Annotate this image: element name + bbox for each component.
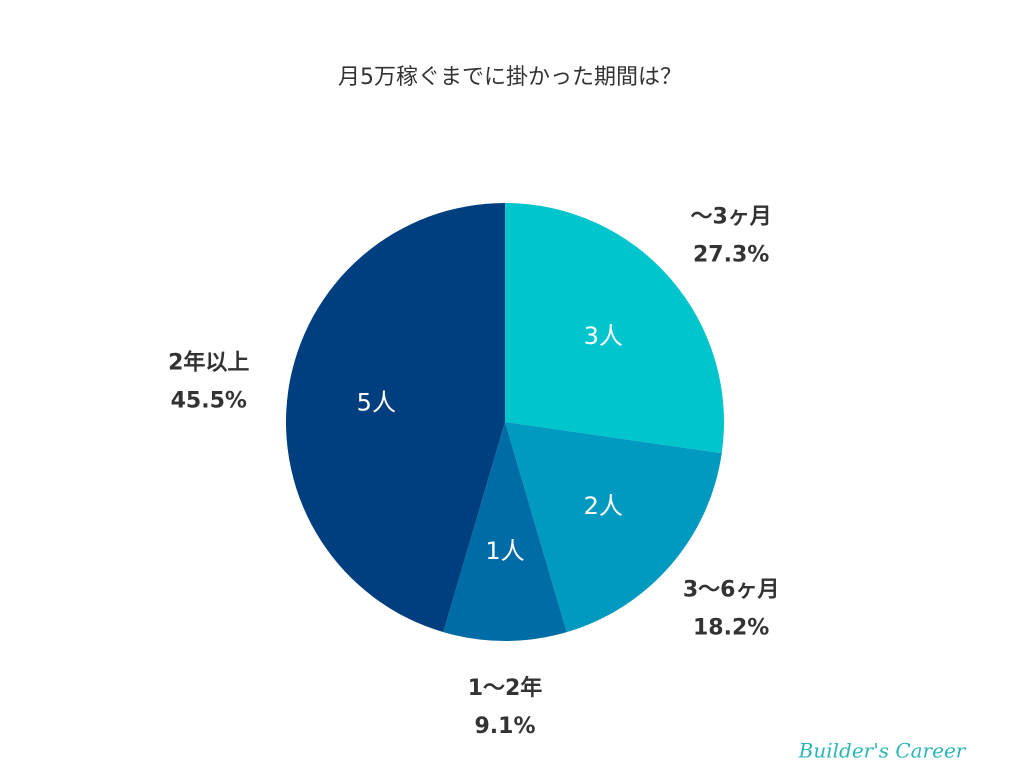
- category-label: 〜3ヶ月: [691, 204, 772, 229]
- watermark: Builder's Career: [798, 739, 967, 763]
- category-label: 1〜2年: [468, 675, 543, 701]
- pie-slice: [443, 422, 567, 641]
- value-label: 18.2%: [693, 616, 769, 641]
- value-label: 9.1%: [474, 714, 535, 739]
- count-label: 3人: [584, 322, 623, 350]
- category-label: 3〜6ヶ月: [683, 578, 780, 603]
- value-label: 27.3%: [693, 242, 769, 267]
- category-label: 2年以上: [168, 349, 249, 375]
- count-label: 2人: [584, 492, 623, 520]
- count-label: 1人: [485, 537, 524, 565]
- value-label: 45.5%: [171, 388, 247, 413]
- chart-title: 月5万稼ぐまでに掛かった期間は？: [338, 65, 682, 90]
- pie-slice: [505, 203, 724, 454]
- pie-slice: [505, 422, 722, 633]
- pie-slice: [286, 203, 505, 633]
- count-label: 5人: [357, 388, 396, 416]
